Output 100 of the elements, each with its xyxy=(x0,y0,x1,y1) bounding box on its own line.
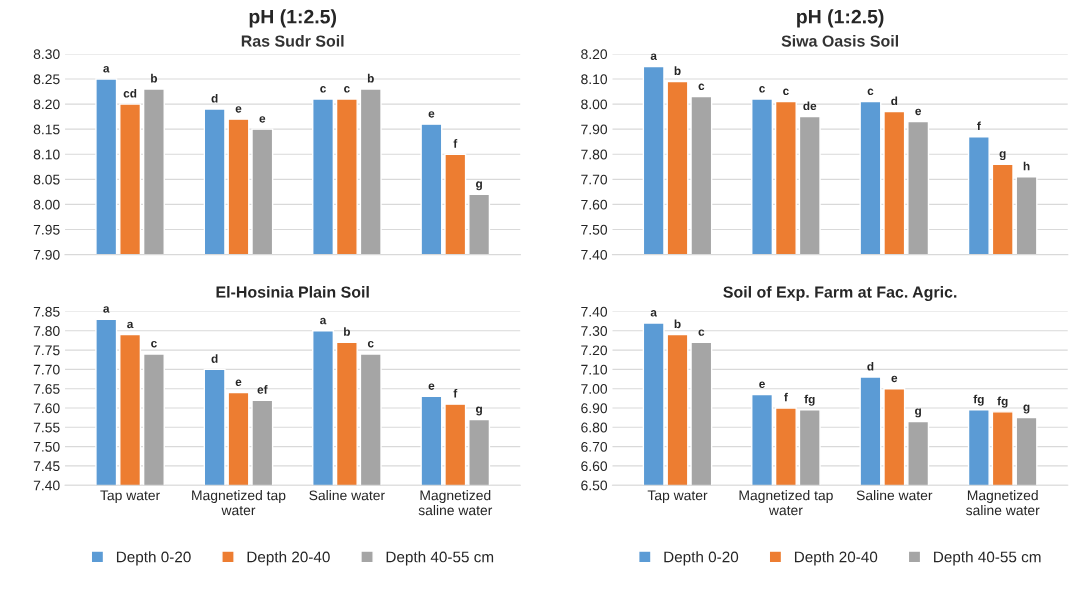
y-tick-label: 7.60 xyxy=(33,403,60,414)
legend-label: Depth 40-55 cm xyxy=(934,551,1041,566)
x-tick-label: Magnetized saline water xyxy=(418,490,493,516)
data-label: e xyxy=(235,379,242,387)
y-tick-label: 7.40 xyxy=(33,480,60,491)
y-tick-label: 8.00 xyxy=(33,199,60,210)
data-label: d xyxy=(211,93,218,103)
y-tick-label: 8.20 xyxy=(581,49,608,60)
y-tick-label: 8.10 xyxy=(33,149,60,160)
data-label: de xyxy=(803,101,817,111)
y-tick-label: 8.00 xyxy=(581,99,608,110)
x-tick-label: Magnetized tap water xyxy=(192,490,286,516)
data-label: c xyxy=(344,86,350,93)
data-label: c xyxy=(698,83,705,91)
data-label: e xyxy=(428,383,435,390)
data-label: f xyxy=(453,388,458,398)
data-label: b xyxy=(151,73,158,83)
data-label: a xyxy=(103,66,110,73)
y-tick-label: 7.70 xyxy=(33,364,60,375)
data-label: g xyxy=(999,151,1006,161)
y-tick-label: 8.10 xyxy=(581,74,608,85)
data-label: c xyxy=(320,86,326,93)
data-label: c xyxy=(698,329,705,336)
data-label: a xyxy=(650,310,658,317)
data-label: c xyxy=(867,88,874,96)
data-label: c xyxy=(783,88,789,96)
y-tick-label: 7.75 xyxy=(33,345,60,356)
data-label: g xyxy=(915,408,921,418)
y-tick-label: 7.40 xyxy=(581,249,608,260)
x-tick-label: Magnetized tap water xyxy=(739,490,833,516)
legend-label: Depth 0-20 xyxy=(116,551,191,566)
y-tick-label: 6.70 xyxy=(581,441,608,452)
data-label: a xyxy=(103,306,110,313)
y-tick-label: 8.25 xyxy=(33,74,60,85)
y-tick-label: 7.85 xyxy=(33,306,60,317)
data-label: h xyxy=(1023,161,1030,171)
y-tick-label: 7.00 xyxy=(581,384,608,394)
chart-title: pH (1:2.5) xyxy=(797,9,884,28)
data-label: c xyxy=(759,86,765,93)
y-tick-label: 7.20 xyxy=(581,345,608,356)
data-label: ef xyxy=(257,385,268,394)
data-label: e xyxy=(235,106,242,113)
chart-subtitle: Siwa Oasis Soil xyxy=(781,35,899,47)
data-label: b xyxy=(344,327,350,336)
data-label: f xyxy=(453,139,458,148)
data-label: f xyxy=(977,121,981,131)
data-label: b xyxy=(674,319,681,329)
data-label: b xyxy=(367,73,374,83)
y-tick-label: 7.55 xyxy=(33,422,60,433)
data-label: d xyxy=(211,354,218,363)
chart-title: El-Hosinia Plain Soil xyxy=(216,286,369,298)
y-tick-label: 7.95 xyxy=(33,224,60,235)
y-tick-label: 6.50 xyxy=(581,480,608,491)
data-label: b xyxy=(674,66,681,75)
y-tick-label: 7.90 xyxy=(581,124,608,135)
y-tick-label: 7.50 xyxy=(33,441,60,452)
y-tick-label: 8.30 xyxy=(33,49,60,60)
y-tick-label: 7.65 xyxy=(33,384,60,394)
data-label: c xyxy=(367,340,374,348)
data-label: e xyxy=(915,108,922,116)
data-label: e xyxy=(759,381,765,388)
y-tick-label: 7.90 xyxy=(33,249,60,260)
data-label: cd xyxy=(123,88,137,98)
data-label: g xyxy=(476,181,482,191)
x-tick-label: Saline water xyxy=(856,490,933,501)
y-tick-label: 8.20 xyxy=(33,99,60,110)
data-label: a xyxy=(320,317,327,325)
data-label: g xyxy=(1023,404,1030,414)
legend-label: Depth 20-40 xyxy=(794,551,878,566)
y-tick-label: 6.80 xyxy=(581,422,608,433)
data-label: g xyxy=(476,406,482,416)
x-tick-label: Magnetized saline water xyxy=(966,490,1040,516)
y-tick-label: 7.80 xyxy=(33,326,60,336)
y-tick-label: 7.50 xyxy=(581,224,608,235)
y-tick-label: 8.15 xyxy=(33,124,60,135)
chart-subtitle: Ras Sudr Soil xyxy=(241,35,344,47)
y-tick-label: 8.05 xyxy=(33,174,60,185)
legend-label: Depth 0-20 xyxy=(664,551,739,566)
data-label: c xyxy=(151,340,157,348)
y-tick-label: 6.90 xyxy=(581,403,608,414)
data-label: a xyxy=(127,321,134,329)
data-label: e xyxy=(259,116,266,123)
data-label: fg xyxy=(997,396,1008,408)
data-label: d xyxy=(867,361,874,371)
data-label: a xyxy=(650,53,658,60)
legend-label: Depth 20-40 xyxy=(247,551,330,566)
data-label: f xyxy=(784,392,788,402)
chart-title: pH (1:2.5) xyxy=(249,9,337,28)
data-label: d xyxy=(891,96,898,106)
data-label: fg xyxy=(804,394,815,406)
y-tick-label: 7.45 xyxy=(33,461,60,472)
y-tick-label: 7.70 xyxy=(581,174,608,185)
data-label: e xyxy=(891,375,898,383)
y-tick-label: 7.80 xyxy=(581,149,608,160)
chart-title: Soil of Exp. Farm at Fac. Agric. xyxy=(723,286,957,301)
legend-label: Depth 40-55 cm xyxy=(386,551,494,566)
x-tick-label: Tap water xyxy=(100,490,160,503)
y-tick-label: 7.60 xyxy=(581,199,608,210)
x-tick-label: Tap water xyxy=(647,490,708,503)
x-tick-label: Saline water xyxy=(309,490,385,501)
